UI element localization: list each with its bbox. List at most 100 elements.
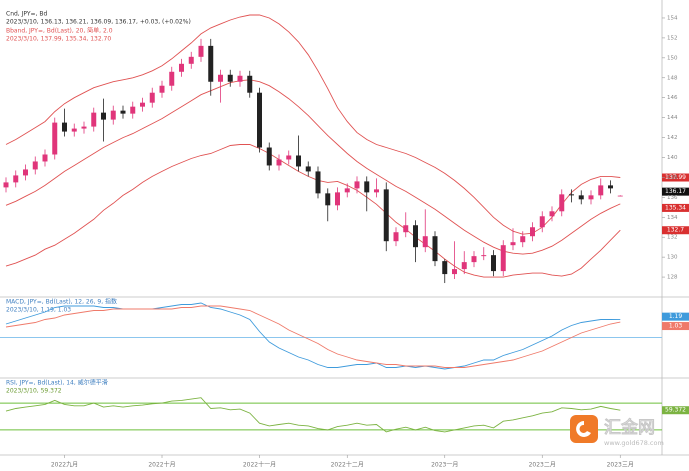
candle-body: [52, 122, 58, 155]
value-tag-box: [662, 187, 689, 196]
candle-body: [247, 75, 253, 93]
candle-body: [198, 45, 204, 57]
x-tick-label: 2022十一月: [243, 461, 276, 469]
y-tick-label: 154: [667, 15, 678, 21]
y-tick-label: 146: [667, 95, 678, 101]
x-tick-label: 2023三月: [607, 462, 634, 469]
y-tick-label: 150: [667, 55, 678, 61]
candle-body: [471, 256, 477, 263]
candle-body: [32, 161, 38, 170]
candle-body: [218, 74, 223, 82]
watermark-name: 汇金网: [604, 417, 655, 438]
value-tag: 135.34: [665, 204, 686, 211]
value-tag: 136.17: [665, 188, 686, 195]
candle-body: [500, 245, 506, 272]
candle-body: [598, 185, 604, 196]
candle-body: [578, 195, 584, 200]
candle-body: [276, 159, 282, 166]
candle-body: [315, 171, 321, 194]
candle-body: [13, 175, 19, 183]
value-tag: 1.19: [669, 313, 683, 320]
candle-body: [42, 154, 48, 162]
candle-body: [101, 112, 106, 120]
rsi-title: RSI, JPY=, Bd(Last), 14, 威尔德平滑: [6, 379, 108, 387]
candle-body: [481, 255, 487, 257]
candle-body: [354, 181, 360, 189]
candle-body: [461, 262, 467, 270]
indicator-line: [5, 305, 621, 368]
candle-body: [81, 126, 87, 129]
y-tick-label: 142: [667, 135, 678, 141]
value-tag: 59.372: [665, 407, 686, 414]
x-tick-label: 2022十二月: [331, 461, 364, 469]
indicator-line: [5, 397, 621, 433]
y-tick-label: 152: [667, 35, 678, 41]
candle-body: [296, 155, 301, 167]
candle-body: [208, 45, 214, 82]
candle-body: [3, 182, 9, 188]
candle-body: [62, 122, 67, 132]
candle-body: [393, 232, 399, 242]
candle-body: [286, 155, 292, 160]
candle-body: [549, 211, 555, 217]
y-tick-label: 132: [667, 235, 678, 241]
bollinger-upper: [5, 14, 621, 235]
price-title: Cnd, JPY=, Bd: [6, 11, 47, 18]
candle-body: [305, 166, 311, 172]
candle-body: [140, 102, 145, 107]
value-tag-box: [662, 226, 689, 235]
candle-body: [432, 236, 438, 262]
candle-body: [413, 225, 418, 248]
y-tick-label: 130: [667, 255, 678, 261]
candle-body: [530, 227, 535, 237]
candle-body: [237, 75, 243, 82]
candle-body: [266, 147, 272, 166]
candle-body: [169, 71, 175, 86]
candle-body: [335, 192, 340, 206]
x-tick-label: 2022九月: [51, 461, 78, 469]
value-tag: 137.99: [665, 174, 686, 181]
y-tick-label: 138: [667, 175, 678, 181]
candle-body: [403, 225, 409, 233]
candle-body: [344, 188, 350, 193]
y-tick-label: 140: [667, 155, 678, 161]
candle-body: [442, 261, 448, 275]
indicator-line: [5, 302, 621, 370]
candle-body: [374, 189, 379, 193]
candle-body: [422, 236, 428, 248]
candle-body: [510, 242, 516, 246]
value-tag: 132.7: [667, 227, 684, 234]
candle-body: [110, 110, 116, 120]
candle-body: [539, 216, 545, 228]
y-tick-label: 134: [667, 215, 678, 221]
watermark-icon: [576, 421, 591, 437]
watermark-url: www.gold678.com: [604, 439, 664, 447]
bband-title: Bband, JPY=, Bd(Last), 20, 简单, 2.0: [6, 27, 113, 35]
macd-title: MACD, JPY=, Bd(Last), 12, 26, 9, 指数: [6, 298, 117, 306]
candle-body: [617, 195, 623, 197]
bollinger-lower: [5, 144, 621, 278]
candle-body: [159, 85, 165, 93]
candle-body: [559, 194, 565, 212]
candle-body: [569, 194, 574, 196]
watermark: 汇金网 www.gold678.com: [570, 415, 664, 447]
value-tag-box: [662, 322, 689, 331]
x-tick-label: 2023一月: [431, 462, 458, 469]
candle-body: [364, 181, 370, 193]
candle-body: [71, 128, 77, 132]
candle-body: [120, 110, 126, 114]
value-tag-box: [662, 406, 689, 415]
value-tag: 1.03: [669, 323, 683, 330]
candle-body: [325, 193, 331, 206]
y-tick-label: 148: [667, 75, 678, 81]
candle-body: [227, 74, 233, 82]
bollinger-middle: [5, 79, 621, 255]
candle-body: [257, 92, 262, 148]
candle-body: [149, 92, 155, 103]
y-tick-label: 136: [667, 195, 678, 201]
price-subtitle: 2023/3/10, 136.13, 136.21, 136.09, 136.1…: [6, 19, 191, 26]
watermark-logo: [570, 415, 598, 443]
x-tick-label: 2022十月: [148, 461, 175, 469]
